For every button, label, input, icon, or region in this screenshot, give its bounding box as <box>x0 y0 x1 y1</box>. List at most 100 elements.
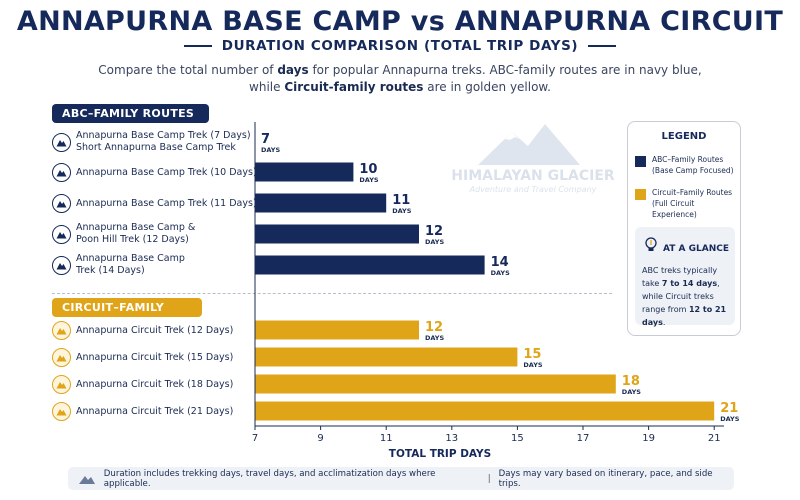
x-tick-label: 9 <box>317 433 323 444</box>
bar-unit-label: DAYS <box>359 176 379 184</box>
mountain-icon <box>79 475 95 484</box>
category-label-text: Annapurna Base Camp Trek (7 Days) Short A… <box>76 130 251 153</box>
watermark-line2: Adventure and Travel Company <box>469 185 597 194</box>
legend-title: LEGEND <box>661 131 707 142</box>
bar-value-label: 18 <box>622 374 640 389</box>
chart-subtitle: DURATION COMPARISON (TOTAL TRIP DAYS) <box>221 38 579 54</box>
category-label: Annapurna Circuit Trek (15 Days) <box>52 348 233 367</box>
chart-title: ANNAPURNA BASE CAMP vs ANNAPURNA CIRCUIT <box>16 6 784 37</box>
legend-swatch-gold <box>635 189 646 200</box>
category-label: Annapurna Base Camp Trek (7 Days) Short A… <box>52 130 251 154</box>
subtitle-row: DURATION COMPARISON (TOTAL TRIP DAYS) <box>0 38 800 54</box>
x-axis-label: TOTAL TRIP DAYS <box>389 448 491 460</box>
circuit-section-badge: CIRCUIT–FAMILY ROUTES <box>52 298 202 333</box>
category-label: Annapurna Base Camp Trek (14 Days) <box>52 253 185 277</box>
bar-value-label: 7 <box>261 132 270 147</box>
category-label: Annapurna Base Camp Trek (11 Days) <box>52 194 257 213</box>
x-tick-label: 17 <box>577 433 590 444</box>
legend-text-abc: ABC–Family Routes (Base Camp Focused) <box>652 154 734 176</box>
footer-separator: | <box>487 473 491 484</box>
bar-unit-label: DAYS <box>523 361 543 369</box>
bar <box>255 224 419 244</box>
desc-text: while <box>249 80 285 94</box>
mountain-icon <box>52 255 71 275</box>
bar <box>255 320 419 340</box>
subtitle-rule-left <box>183 45 212 47</box>
legend-abc-line2: (Base Camp Focused) <box>652 166 734 175</box>
x-tick-label: 11 <box>380 433 393 444</box>
category-label: Annapurna Circuit Trek (18 Days) <box>52 375 233 394</box>
bar-value-label: 14 <box>491 255 509 270</box>
category-label: Annapurna Base Camp & Poon Hill Trek (12 … <box>52 222 195 246</box>
category-label-text: Annapurna Base Camp Trek (11 Days) <box>76 197 257 209</box>
category-label-text: Annapurna Base Camp Trek (14 Days) <box>76 253 185 276</box>
legend-item-circuit: Circuit–Family Routes (Full Circuit Exper… <box>635 187 740 220</box>
category-label-text: Annapurna Circuit Trek (15 Days) <box>76 351 234 363</box>
glance-text-bold: 12 to 21 days <box>642 305 727 327</box>
watermark-mountain-icon <box>478 124 580 165</box>
glance-text: ABC treks typically take 7 to 14 days, w… <box>642 264 732 329</box>
legend-item-abc: ABC–Family Routes (Base Camp Focused) <box>635 154 734 176</box>
bar-unit-label: DAYS <box>392 207 412 215</box>
description: Compare the total number of days for pop… <box>60 62 740 96</box>
category-label: Annapurna Base Camp Trek (10 Days) <box>52 163 257 182</box>
bar-unit-label: DAYS <box>720 415 740 423</box>
x-tick-label: 7 <box>252 433 258 444</box>
legend-text-circuit: Circuit–Family Routes (Full Circuit Exper… <box>652 187 740 220</box>
bar-value-label: 11 <box>392 193 410 208</box>
desc-emphasis: days <box>277 63 309 77</box>
footer-note2: Days may vary based on itinerary, pace, … <box>498 468 713 489</box>
category-label-text: Annapurna Circuit Trek (18 Days) <box>76 378 234 390</box>
legend-circuit-line2: (Full Circuit Experience) <box>652 199 697 219</box>
bar-value-label: 21 <box>720 401 738 416</box>
bar <box>255 401 715 421</box>
x-tick-label: 21 <box>708 433 721 444</box>
category-label: Annapurna Circuit Trek (21 Days) <box>52 402 233 421</box>
mountain-icon <box>52 348 71 367</box>
mountain-icon <box>52 375 71 394</box>
bar-unit-label: DAYS <box>622 388 642 396</box>
bar <box>255 347 518 367</box>
footer-note: Duration includes trekking days, travel … <box>68 467 734 490</box>
mountain-icon <box>52 321 71 340</box>
bar-value-label: 15 <box>523 347 541 362</box>
bar <box>255 374 616 394</box>
at-a-glance-box: AT A GLANCE ABC treks typically take 7 t… <box>635 227 735 327</box>
lightbulb-icon <box>645 237 657 251</box>
bar <box>255 193 387 213</box>
watermark-snowcap-icon <box>505 132 519 140</box>
mountain-icon <box>52 402 71 421</box>
glance-text-part: ABC treks typically take <box>642 266 718 288</box>
category-label-text: Annapurna Circuit Trek (12 Days) <box>76 324 234 336</box>
bar-value-label: 12 <box>425 320 443 335</box>
bar-unit-label: DAYS <box>425 238 445 246</box>
mountain-icon <box>52 194 71 213</box>
bar <box>255 255 485 275</box>
watermark: HIMALAYAN GLACIER Adventure and Travel C… <box>451 124 615 194</box>
desc-text: are in golden yellow. <box>423 80 551 94</box>
glance-text-part: . <box>662 318 666 327</box>
section-divider <box>52 293 612 294</box>
mountain-icon <box>52 224 71 244</box>
desc-emphasis: Circuit-family routes <box>284 80 424 94</box>
bar-unit-label: DAYS <box>491 269 511 277</box>
bar-value-label: 12 <box>425 224 443 239</box>
legend-swatch-navy <box>635 156 646 167</box>
subtitle-rule-right <box>588 45 617 47</box>
mountain-icon <box>52 132 71 152</box>
desc-text: Compare the total number of <box>98 63 278 77</box>
glance-text-bold: 7 to 14 days <box>661 279 718 288</box>
bar-unit-label: DAYS <box>425 334 445 342</box>
bar-unit-label: DAYS <box>261 146 281 154</box>
desc-text: for popular Annapurna treks. ABC-family … <box>308 63 702 77</box>
category-label-text: Annapurna Circuit Trek (21 Days) <box>76 405 234 417</box>
x-tick-label: 15 <box>511 433 524 444</box>
legend-circuit-line1: Circuit–Family Routes <box>652 188 733 197</box>
mountain-icon <box>52 163 71 182</box>
bar <box>255 162 354 182</box>
watermark-line1: HIMALAYAN GLACIER <box>451 168 615 184</box>
legend-abc-line1: ABC–Family Routes <box>652 155 724 164</box>
glance-title: AT A GLANCE <box>663 244 730 254</box>
x-tick-label: 13 <box>445 433 458 444</box>
category-label-text: Annapurna Base Camp & Poon Hill Trek (12 … <box>76 222 196 245</box>
